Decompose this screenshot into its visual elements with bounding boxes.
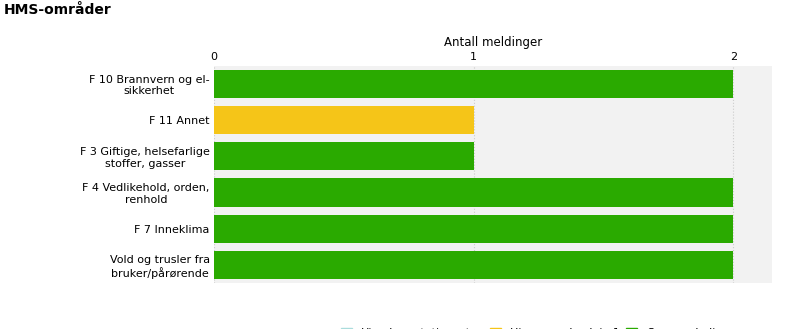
Bar [214,215,733,243]
Bar [214,70,733,98]
X-axis label: Antall meldinger: Antall meldinger [444,36,543,49]
Legend: Hjembasertetjenester, Hjemmesykepleie 1, Omsorgsboliger: Hjembasertetjenester, Hjemmesykepleie 1,… [341,328,734,329]
Text: HMS-områder: HMS-områder [4,3,112,17]
Bar [214,106,474,134]
Bar [214,142,474,170]
Bar [214,251,733,279]
Bar [214,178,733,207]
